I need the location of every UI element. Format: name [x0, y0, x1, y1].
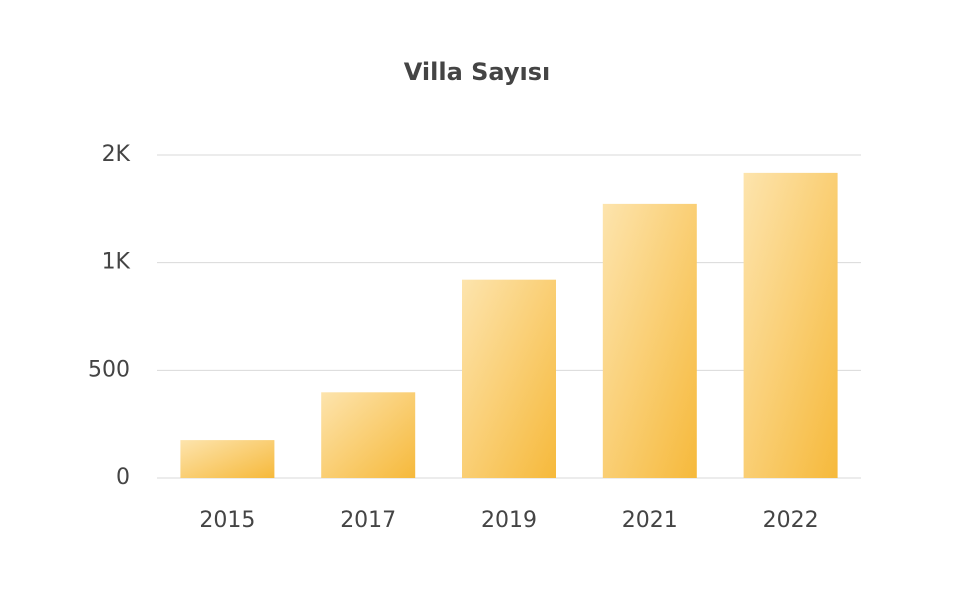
- x-tick-label: 2017: [340, 508, 396, 533]
- y-tick-label: 500: [88, 357, 130, 382]
- bar: [743, 172, 838, 478]
- x-tick-label: 2022: [763, 508, 819, 533]
- x-tick-label: 2015: [199, 508, 255, 533]
- y-tick-label: 0: [116, 465, 130, 490]
- x-tick-label: 2021: [622, 508, 678, 533]
- bar: [321, 392, 416, 478]
- bar: [180, 440, 275, 478]
- bar: [602, 203, 697, 478]
- chart-title: Villa Sayısı: [404, 58, 551, 86]
- x-tick-label: 2019: [481, 508, 537, 533]
- bar: [462, 279, 556, 478]
- y-tick-label: 2K: [102, 142, 131, 167]
- y-tick-label: 1K: [102, 250, 131, 275]
